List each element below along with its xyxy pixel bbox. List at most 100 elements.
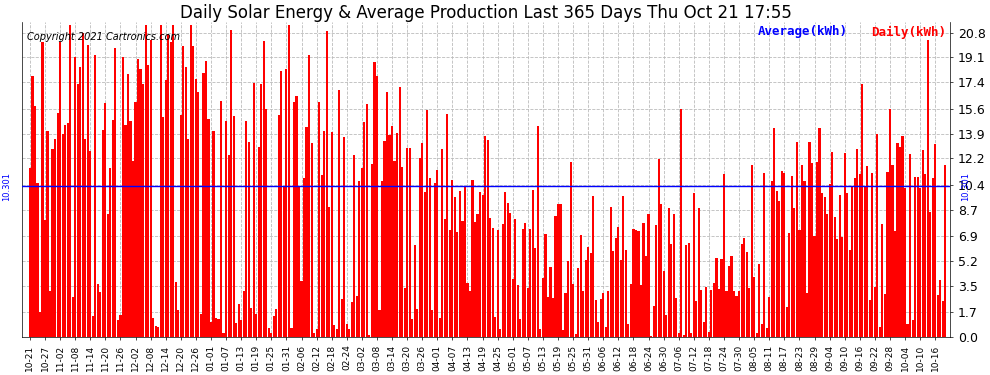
Bar bbox=[290, 328, 292, 337]
Text: 10.301: 10.301 bbox=[2, 172, 11, 201]
Bar bbox=[894, 231, 896, 337]
Bar bbox=[200, 314, 202, 337]
Bar bbox=[640, 285, 643, 337]
Bar bbox=[190, 25, 192, 337]
Bar bbox=[331, 132, 333, 337]
Bar bbox=[517, 285, 519, 337]
Bar bbox=[839, 195, 841, 337]
Bar bbox=[546, 297, 549, 337]
Bar bbox=[758, 264, 760, 337]
Bar bbox=[328, 207, 331, 337]
Bar bbox=[736, 296, 738, 337]
Bar bbox=[164, 80, 166, 337]
Bar bbox=[509, 213, 511, 337]
Bar bbox=[132, 161, 134, 337]
Bar bbox=[233, 116, 235, 337]
Bar bbox=[806, 293, 808, 337]
Bar bbox=[386, 92, 388, 337]
Bar bbox=[260, 84, 262, 337]
Bar bbox=[56, 112, 58, 337]
Bar bbox=[930, 212, 932, 337]
Bar bbox=[481, 195, 484, 337]
Bar bbox=[605, 327, 607, 337]
Bar bbox=[130, 121, 132, 337]
Bar bbox=[135, 102, 137, 337]
Bar bbox=[834, 217, 836, 337]
Bar bbox=[74, 57, 76, 337]
Bar bbox=[574, 334, 577, 337]
Bar bbox=[333, 325, 336, 337]
Bar bbox=[248, 142, 249, 337]
Bar bbox=[711, 290, 713, 337]
Bar bbox=[399, 87, 401, 337]
Bar bbox=[497, 230, 499, 337]
Bar bbox=[213, 131, 215, 337]
Bar bbox=[311, 143, 313, 337]
Bar bbox=[753, 277, 755, 337]
Bar bbox=[84, 139, 86, 337]
Bar bbox=[489, 218, 491, 337]
Bar bbox=[336, 329, 338, 337]
Bar bbox=[112, 120, 114, 337]
Bar bbox=[644, 256, 647, 337]
Bar bbox=[776, 191, 778, 337]
Bar bbox=[476, 214, 478, 337]
Bar bbox=[643, 223, 644, 337]
Bar bbox=[192, 46, 194, 337]
Bar bbox=[846, 193, 848, 337]
Bar bbox=[401, 166, 403, 337]
Bar bbox=[283, 186, 285, 337]
Bar bbox=[569, 162, 571, 337]
Bar bbox=[519, 319, 522, 337]
Bar bbox=[288, 25, 290, 337]
Bar bbox=[494, 317, 496, 337]
Bar bbox=[688, 243, 690, 337]
Bar bbox=[504, 192, 506, 337]
Bar bbox=[917, 177, 919, 337]
Bar bbox=[137, 59, 140, 337]
Bar bbox=[577, 268, 579, 337]
Bar bbox=[638, 231, 640, 337]
Bar bbox=[791, 176, 793, 337]
Bar bbox=[826, 214, 829, 337]
Bar bbox=[210, 322, 212, 337]
Bar bbox=[889, 110, 891, 337]
Bar bbox=[793, 208, 796, 337]
Bar bbox=[703, 322, 705, 337]
Bar bbox=[308, 55, 310, 337]
Bar bbox=[152, 318, 154, 337]
Bar bbox=[378, 309, 380, 337]
Bar bbox=[185, 67, 187, 337]
Bar bbox=[927, 40, 929, 337]
Bar bbox=[145, 25, 147, 337]
Bar bbox=[902, 136, 904, 337]
Bar bbox=[355, 296, 358, 337]
Bar bbox=[708, 332, 710, 337]
Bar bbox=[182, 46, 184, 337]
Bar bbox=[298, 187, 300, 337]
Bar bbox=[32, 76, 34, 337]
Bar bbox=[414, 246, 416, 337]
Bar bbox=[542, 279, 544, 337]
Bar bbox=[344, 138, 346, 337]
Bar bbox=[837, 238, 839, 337]
Bar bbox=[718, 289, 720, 337]
Bar bbox=[919, 188, 922, 337]
Bar bbox=[551, 298, 554, 337]
Bar bbox=[373, 62, 375, 337]
Bar bbox=[650, 336, 652, 337]
Bar bbox=[585, 260, 587, 337]
Bar bbox=[466, 283, 468, 337]
Bar bbox=[587, 248, 589, 337]
Bar bbox=[647, 214, 649, 337]
Bar bbox=[303, 178, 305, 337]
Bar bbox=[532, 190, 534, 337]
Bar bbox=[909, 154, 911, 337]
Bar bbox=[540, 329, 542, 337]
Bar bbox=[670, 244, 672, 337]
Bar bbox=[157, 327, 159, 337]
Text: Copyright 2021 Cartronics.com: Copyright 2021 Cartronics.com bbox=[27, 32, 180, 42]
Bar bbox=[630, 284, 632, 337]
Bar bbox=[350, 302, 352, 337]
Bar bbox=[318, 102, 320, 337]
